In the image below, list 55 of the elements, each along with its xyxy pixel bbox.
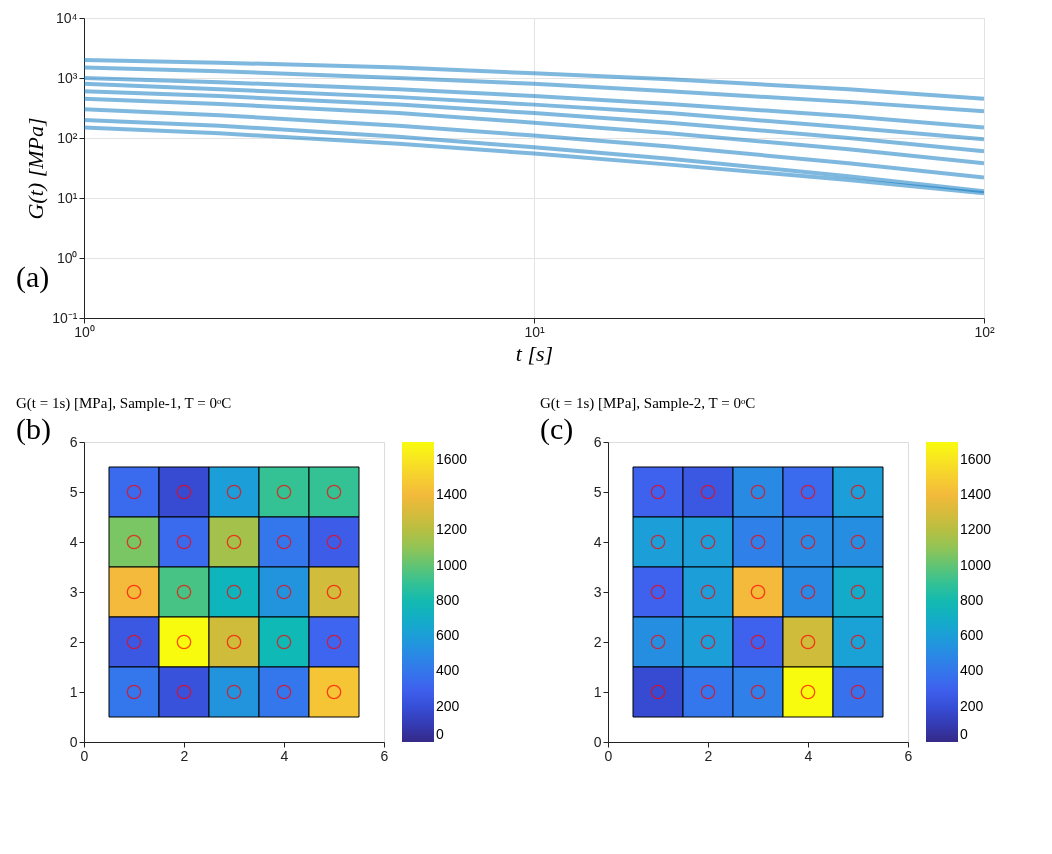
color-bar-label: 800: [960, 591, 984, 608]
x-tick-label: 4: [280, 747, 289, 764]
y-axis-title: G(t) [MPa]: [23, 117, 49, 220]
y-tick-label: 10⁻¹: [52, 309, 78, 326]
y-tick-label: 1: [69, 683, 78, 700]
color-bar-label: 1200: [960, 521, 992, 538]
color-bar-label: 0: [960, 726, 968, 742]
y-tick-label: 1: [593, 683, 602, 700]
y-tick-label: 0: [69, 733, 78, 750]
y-tick-label: 3: [69, 583, 78, 600]
color-bar-label: 600: [436, 627, 460, 644]
y-tick-label: 10²: [57, 129, 78, 146]
text: (c): [540, 412, 574, 446]
text: (b): [16, 412, 51, 446]
x-axis-title: t [s]: [515, 340, 554, 366]
color-bar-label: 200: [960, 697, 984, 714]
x-tick-label: 0: [80, 747, 89, 764]
chart-title: G(t = 1s) [MPa], Sample-1, T = 0ᵒC: [16, 395, 232, 412]
color-bar-label: 600: [960, 627, 984, 644]
y-tick-label: 2: [69, 633, 78, 650]
x-tick-label: 0: [604, 747, 613, 764]
y-tick-label: 5: [69, 483, 78, 500]
color-bar-label: 1400: [960, 485, 992, 502]
color-bar-label: 1000: [436, 556, 468, 573]
color-bar-label: 800: [436, 591, 460, 608]
color-bar-label: 1400: [436, 485, 468, 502]
x-tick-label: 6: [904, 747, 913, 764]
x-tick-label: 10¹: [524, 323, 545, 340]
color-bar-label: 400: [960, 662, 984, 679]
color-bar-label: 200: [436, 697, 460, 714]
chart-title: G(t = 1s) [MPa], Sample-2, T = 0ᵒC: [540, 395, 756, 412]
y-tick-label: 4: [593, 533, 602, 550]
y-tick-label: 10³: [57, 69, 78, 86]
color-bar-label: 0: [436, 726, 444, 742]
y-tick-label: 0: [593, 733, 602, 750]
y-tick-label: 6: [593, 433, 602, 450]
color-bar-label: 1000: [960, 556, 992, 573]
y-tick-label: 10⁰: [56, 249, 78, 266]
color-bar-label: 400: [436, 662, 460, 679]
x-tick-label: 2: [180, 747, 189, 764]
y-tick-label: 4: [69, 533, 78, 550]
y-tick-label: 10⁴: [55, 9, 78, 26]
text: (a): [16, 260, 50, 294]
x-tick-label: 6: [380, 747, 389, 764]
color-bar-label: 1600: [436, 450, 468, 467]
x-tick-label: 2: [704, 747, 713, 764]
y-tick-label: 6: [69, 433, 78, 450]
color-bar-label: 1200: [436, 521, 468, 538]
y-tick-label: 10¹: [57, 189, 78, 206]
y-tick-label: 5: [593, 483, 602, 500]
x-tick-label: 10²: [974, 323, 995, 340]
color-bar-label: 1600: [960, 450, 992, 467]
y-tick-label: 3: [593, 583, 602, 600]
y-tick-label: 2: [593, 633, 602, 650]
x-tick-label: 4: [804, 747, 813, 764]
